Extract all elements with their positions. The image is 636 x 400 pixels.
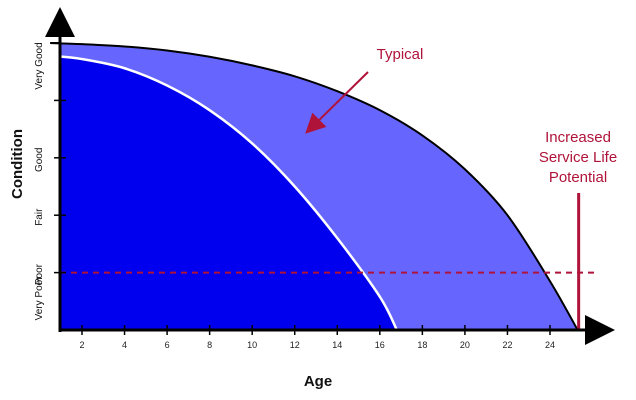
x-axis-title: Age <box>304 373 332 390</box>
y-category-label: Good <box>34 148 45 172</box>
x-tick-label: 8 <box>207 340 212 350</box>
x-tick-label: 2 <box>79 340 84 350</box>
annotation-line: Potential <box>549 169 607 186</box>
x-tick-label: 14 <box>332 340 342 350</box>
y-category-label: Very Good <box>34 42 45 89</box>
annotation-increased-service-life: Increased Service Life Potential <box>539 129 617 186</box>
x-tick-label: 16 <box>375 340 385 350</box>
x-tick-label: 24 <box>545 340 555 350</box>
annotation-typical-arrow <box>305 71 369 134</box>
annotation-line: Service Life <box>539 149 617 166</box>
y-category-label: Fair <box>34 208 45 226</box>
x-tick-label: 10 <box>247 340 257 350</box>
series-areas <box>49 42 580 332</box>
annotation-typical: Typical <box>377 46 424 63</box>
y-axis-title: Condition <box>9 129 26 199</box>
y-category-label: Poor <box>34 263 45 285</box>
y-category-label: Very Poor <box>34 276 45 321</box>
series-area-typical <box>49 54 399 332</box>
x-tick-label: 22 <box>502 340 512 350</box>
x-tick-label: 6 <box>165 340 170 350</box>
x-tick-label: 18 <box>417 340 427 350</box>
annotation-line: Increased <box>545 129 611 146</box>
x-tick-label: 4 <box>122 340 127 350</box>
x-axis-ticks: 2 4 6 8 10 12 14 16 18 20 22 24 <box>79 325 555 350</box>
x-tick-label: 12 <box>290 340 300 350</box>
x-tick-label: 20 <box>460 340 470 350</box>
